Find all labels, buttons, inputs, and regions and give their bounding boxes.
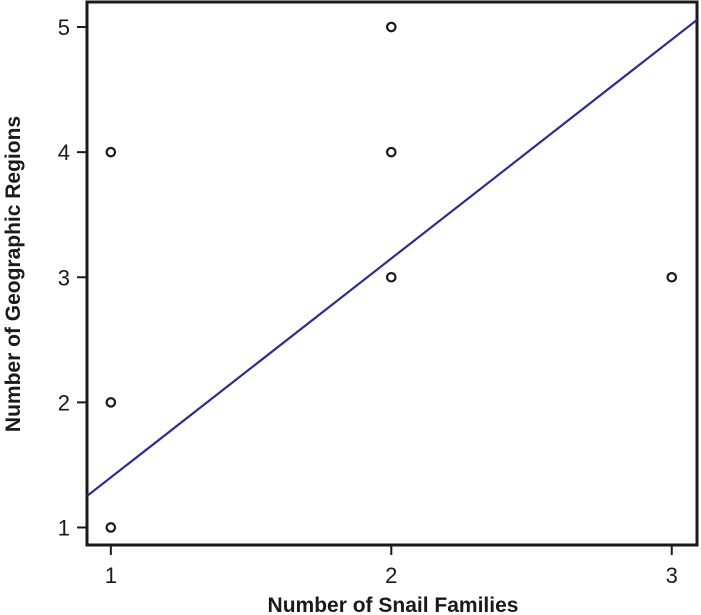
- y-tick-label: 2: [58, 390, 70, 415]
- y-tick-label: 3: [58, 265, 70, 290]
- points-layer: [105, 21, 678, 533]
- y-tick-label: 5: [58, 15, 70, 40]
- tick-layer: 1 2 3 1 2 3 4 5: [58, 15, 678, 588]
- fit-line-layer: [87, 18, 697, 497]
- data-point: [105, 397, 117, 408]
- data-point: [385, 146, 397, 158]
- y-tick-label: 1: [58, 515, 70, 540]
- x-tick-label: 3: [666, 563, 678, 588]
- y-axis-title: Number of Geographic Regions: [2, 116, 25, 432]
- x-tick-label: 1: [105, 563, 117, 588]
- regression-line: [87, 18, 697, 497]
- y-tick-label: 4: [58, 140, 70, 165]
- data-point: [385, 21, 397, 33]
- data-point: [105, 522, 117, 533]
- data-point: [666, 271, 678, 283]
- data-point: [385, 271, 397, 283]
- data-point: [105, 146, 117, 158]
- x-axis-title: Number of Snail Families: [268, 594, 519, 615]
- x-tick-label: 2: [385, 563, 397, 588]
